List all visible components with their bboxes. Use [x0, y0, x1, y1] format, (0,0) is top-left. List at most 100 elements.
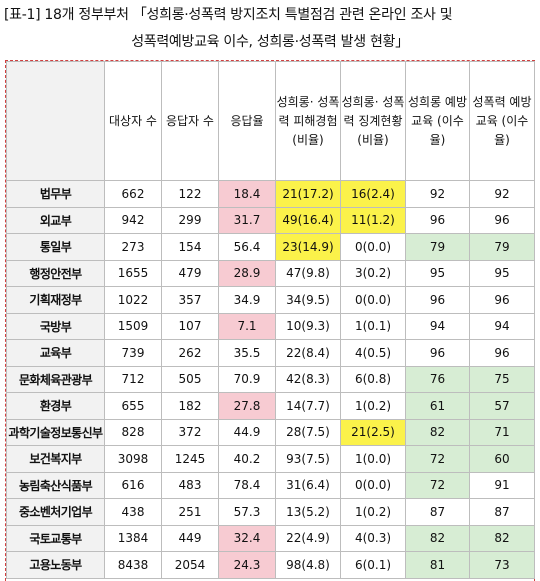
target-count-cell: 438	[104, 498, 162, 526]
harassment-education-cell: 76	[405, 365, 470, 393]
violence-education-cell: 96	[469, 339, 535, 367]
disciplinary-status-cell: 3(0.2)	[340, 259, 406, 287]
title-line-1: [표-1] 18개 정부부처 「성희롱·성폭력 방지조치 특별점검 관련 온라인…	[4, 7, 453, 23]
document-title: [표-1] 18개 정부부처 「성희롱·성폭력 방지조치 특별점검 관련 온라인…	[0, 2, 540, 56]
respondent-count-cell: 107	[161, 312, 219, 340]
response-rate-cell: 44.9	[218, 418, 276, 446]
harassment-education-cell: 96	[405, 206, 470, 234]
violence-education-cell: 79	[469, 233, 535, 261]
department-name: 문화체육관광부	[6, 365, 105, 393]
target-count-cell: 1022	[104, 286, 162, 314]
response-rate-cell: 56.4	[218, 233, 276, 261]
target-count-cell: 1655	[104, 259, 162, 287]
table-row: 보건복지부 3098 1245 40.2 93(7.5) 1(0.0) 72 60	[6, 445, 535, 473]
respondent-count-cell: 2054	[161, 551, 219, 579]
respondent-count-cell: 262	[161, 339, 219, 367]
disciplinary-status-cell: 6(0.8)	[340, 365, 406, 393]
response-rate-cell: 32.4	[218, 524, 276, 552]
victim-experience-cell: 28(7.5)	[275, 418, 341, 446]
response-rate-cell: 78.4	[218, 471, 276, 499]
response-rate-cell: 57.3	[218, 498, 276, 526]
target-count-cell: 3098	[104, 445, 162, 473]
department-name: 고용노동부	[6, 551, 105, 579]
violence-education-cell: 92	[469, 180, 535, 208]
response-rate-cell: 24.3	[218, 551, 276, 579]
header-response-rate: 응답율	[218, 61, 276, 181]
department-name: 행정안전부	[6, 259, 105, 287]
response-rate-cell: 70.9	[218, 365, 276, 393]
respondent-count-cell: 182	[161, 392, 219, 420]
respondent-count-cell: 1245	[161, 445, 219, 473]
table-row: 중소벤처기업부 438 251 57.3 13(5.2) 1(0.2) 87 87	[6, 498, 535, 526]
respondent-count-cell: 483	[161, 471, 219, 499]
response-rate-cell: 18.4	[218, 180, 276, 208]
disciplinary-status-cell: 4(0.5)	[340, 339, 406, 367]
respondent-count-cell: 505	[161, 365, 219, 393]
harassment-education-cell: 96	[405, 339, 470, 367]
table-row: 법무부 662 122 18.4 21(17.2) 16(2.4) 92 92	[6, 180, 535, 208]
disciplinary-status-cell: 0(0.0)	[340, 471, 406, 499]
title-line-2: 성폭력예방교육 이수, 성희롱·성폭력 발생 현황」	[131, 34, 409, 50]
table-row: 국방부 1509 107 7.1 10(9.3) 1(0.1) 94 94	[6, 312, 535, 340]
target-count-cell: 828	[104, 418, 162, 446]
table-row: 고용노동부 8438 2054 24.3 98(4.8) 6(0.1) 81 73	[6, 551, 535, 579]
respondent-count-cell: 299	[161, 206, 219, 234]
respondent-count-cell: 372	[161, 418, 219, 446]
disciplinary-status-cell: 16(2.4)	[340, 180, 406, 208]
header-department	[6, 61, 105, 181]
target-count-cell: 8438	[104, 551, 162, 579]
violence-education-cell: 57	[469, 392, 535, 420]
target-count-cell: 655	[104, 392, 162, 420]
response-rate-cell: 7.1	[218, 312, 276, 340]
victim-experience-cell: 14(7.7)	[275, 392, 341, 420]
disciplinary-status-cell: 11(1.2)	[340, 206, 406, 234]
harassment-education-cell: 92	[405, 180, 470, 208]
response-rate-cell: 34.9	[218, 286, 276, 314]
harassment-education-cell: 96	[405, 286, 470, 314]
disciplinary-status-cell: 1(0.0)	[340, 445, 406, 473]
target-count-cell: 662	[104, 180, 162, 208]
department-name: 통일부	[6, 233, 105, 261]
disciplinary-status-cell: 21(2.5)	[340, 418, 406, 446]
disciplinary-status-cell: 6(0.1)	[340, 551, 406, 579]
violence-education-cell: 91	[469, 471, 535, 499]
department-name: 중소벤처기업부	[6, 498, 105, 526]
victim-experience-cell: 22(4.9)	[275, 524, 341, 552]
response-rate-cell: 27.8	[218, 392, 276, 420]
respondent-count-cell: 251	[161, 498, 219, 526]
table-row: 교육부 739 262 35.5 22(8.4) 4(0.5) 96 96	[6, 339, 535, 367]
header-victim-experience: 성희롱· 성폭력 피해경험 (비율)	[275, 61, 341, 181]
table-body: 법무부 662 122 18.4 21(17.2) 16(2.4) 92 92 외교부 942 29…	[6, 180, 535, 579]
harassment-education-cell: 82	[405, 418, 470, 446]
violence-education-cell: 94	[469, 312, 535, 340]
disciplinary-status-cell: 4(0.3)	[340, 524, 406, 552]
department-name: 기획재정부	[6, 286, 105, 314]
violence-education-cell: 95	[469, 259, 535, 287]
department-name: 국토교통부	[6, 524, 105, 552]
violence-education-cell: 87	[469, 498, 535, 526]
department-name: 국방부	[6, 312, 105, 340]
table-row: 외교부 942 299 31.7 49(16.4) 11(1.2) 96 96	[6, 206, 535, 234]
department-name: 교육부	[6, 339, 105, 367]
violence-education-cell: 60	[469, 445, 535, 473]
target-count-cell: 942	[104, 206, 162, 234]
violence-education-cell: 96	[469, 286, 535, 314]
respondent-count-cell: 357	[161, 286, 219, 314]
table-row: 과학기술정보통신부 828 372 44.9 28(7.5) 21(2.5) 82 71	[6, 418, 535, 446]
table-row: 통일부 273 154 56.4 23(14.9) 0(0.0) 79 79	[6, 233, 535, 261]
respondent-count-cell: 154	[161, 233, 219, 261]
victim-experience-cell: 93(7.5)	[275, 445, 341, 473]
respondent-count-cell: 122	[161, 180, 219, 208]
target-count-cell: 739	[104, 339, 162, 367]
violence-education-cell: 75	[469, 365, 535, 393]
harassment-education-cell: 95	[405, 259, 470, 287]
victim-experience-cell: 21(17.2)	[275, 180, 341, 208]
victim-experience-cell: 13(5.2)	[275, 498, 341, 526]
status-table: 대상자 수 응답자 수 응답율 성희롱· 성폭력 피해경험 (비율) 성희롱· …	[6, 61, 535, 579]
response-rate-cell: 28.9	[218, 259, 276, 287]
department-name: 보건복지부	[6, 445, 105, 473]
department-name: 농림축산식품부	[6, 471, 105, 499]
target-count-cell: 1384	[104, 524, 162, 552]
table-row: 기획재정부 1022 357 34.9 34(9.5) 0(0.0) 96 96	[6, 286, 535, 314]
target-count-cell: 273	[104, 233, 162, 261]
